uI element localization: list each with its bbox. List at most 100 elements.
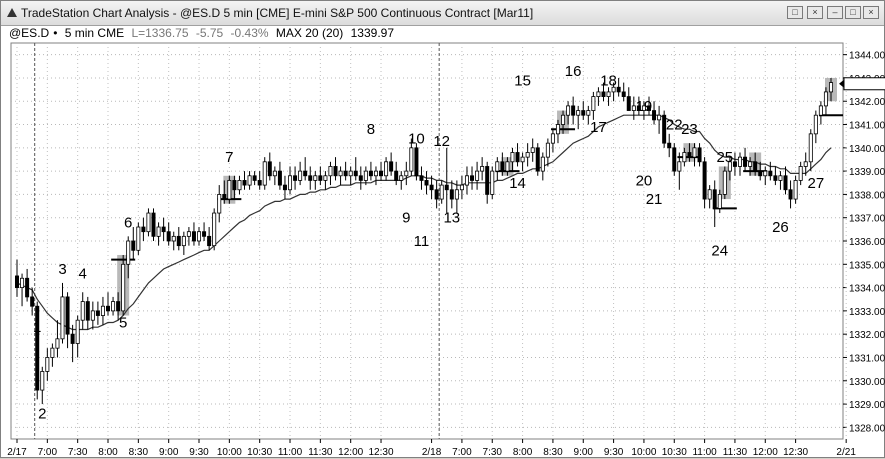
last-price-arrow-icon [839, 79, 844, 88]
candle-body [308, 175, 313, 181]
candle-body [530, 147, 535, 153]
candle-body [525, 152, 530, 158]
candle-body [363, 170, 368, 181]
candle-body [202, 231, 207, 237]
candle-body [778, 175, 783, 181]
candle-body [717, 194, 722, 209]
annotation-label: 1 [33, 319, 41, 336]
candle-body [141, 226, 146, 233]
candle-body [318, 175, 323, 181]
candle-body [323, 175, 328, 181]
candle-body [783, 175, 788, 191]
candle-body [818, 105, 823, 116]
annotation-label: 7 [225, 149, 233, 166]
y-tick-label: 1341.00 [849, 121, 885, 132]
candle-body [490, 170, 495, 195]
minimize-icon[interactable]: – [827, 6, 843, 19]
separator-dot-icon: • [53, 26, 58, 40]
restore-icon[interactable]: □ [787, 6, 803, 19]
candle-body [358, 175, 363, 181]
candle-body [662, 114, 667, 144]
y-tick-label: 1331.00 [849, 353, 885, 364]
candle-body [313, 175, 318, 181]
candle-body [85, 301, 90, 321]
candle-body [151, 212, 156, 237]
annotation-label: 27 [807, 175, 824, 192]
candle-body [161, 226, 166, 233]
x-tick-label: 10:30 [662, 447, 687, 458]
candle-body [35, 305, 40, 391]
candle-body [500, 161, 505, 172]
candle-body [677, 161, 682, 172]
candle-body [338, 170, 343, 177]
candle-body [571, 105, 576, 116]
close-small-icon[interactable]: × [807, 6, 823, 19]
annotation-label: 4 [79, 266, 87, 283]
x-tick-label: 12:30 [369, 447, 394, 458]
candle-body [267, 161, 272, 177]
candle-body [454, 189, 459, 200]
y-tick-label: 1334.00 [849, 284, 885, 295]
candle-body [823, 91, 828, 107]
candle-body [348, 170, 353, 177]
candle-body [561, 114, 566, 125]
candle-body [707, 189, 712, 200]
annotation-label: 16 [565, 63, 582, 80]
candle-body [40, 371, 45, 391]
candle-body [672, 147, 677, 172]
x-tick-label: 9:00 [574, 447, 594, 458]
candle-body [404, 170, 409, 177]
candle-body [45, 357, 50, 372]
y-tick-label: 1332.00 [849, 330, 885, 341]
x-tick-label: 9:30 [189, 447, 209, 458]
x-tick-label: 10:30 [247, 447, 272, 458]
candle-body [197, 231, 202, 242]
candle-body [722, 170, 727, 195]
candle-body [288, 175, 293, 191]
x-tick-label: 7:30 [68, 447, 88, 458]
candle-body [444, 184, 449, 191]
interval-label: 5 min CME [64, 26, 125, 40]
annotation-label: 18 [600, 72, 617, 89]
candle-body [439, 184, 444, 200]
candle-body [606, 91, 611, 97]
annotation-label: 22 [666, 117, 683, 134]
candle-body [621, 91, 626, 97]
x-tick-label: 10:00 [217, 447, 242, 458]
candle-body [414, 147, 419, 177]
candle-body [702, 161, 707, 200]
close-icon[interactable]: × [863, 6, 879, 19]
x-tick-label: 10:00 [631, 447, 656, 458]
candle-body [798, 166, 803, 181]
candle-body [262, 161, 267, 186]
candle-body [131, 240, 136, 251]
title-bar[interactable]: TradeStation Chart Analysis - @ES.D 5 mi… [1, 1, 884, 26]
last-price-label: L=1336.75 [131, 26, 189, 40]
candle-body [277, 170, 282, 186]
candle-body [282, 184, 287, 191]
candle-body [550, 133, 555, 144]
y-tick-label: 1338.00 [849, 190, 885, 201]
candle-body [232, 180, 237, 191]
maximize-icon[interactable]: □ [845, 6, 861, 19]
candle-body [535, 147, 540, 172]
candle-body [773, 175, 778, 181]
candle-body [829, 82, 834, 93]
candle-body [515, 152, 520, 163]
candle-body [813, 114, 818, 135]
candle-body [566, 105, 571, 116]
x-tick-label: 8:00 [513, 447, 533, 458]
change-pct-label: -0.43% [230, 26, 269, 40]
x-tick-label: 7:00 [38, 447, 58, 458]
candle-body [116, 301, 121, 312]
candle-body [379, 170, 384, 177]
candle-body [389, 161, 394, 172]
candle-body [191, 231, 196, 242]
candle-body [687, 152, 692, 158]
candle-body [470, 175, 475, 181]
candle-body [636, 105, 641, 111]
candle-body [788, 189, 793, 200]
y-tick-label: 1329.00 [849, 400, 885, 411]
y-tick-label: 1337.00 [849, 214, 885, 225]
